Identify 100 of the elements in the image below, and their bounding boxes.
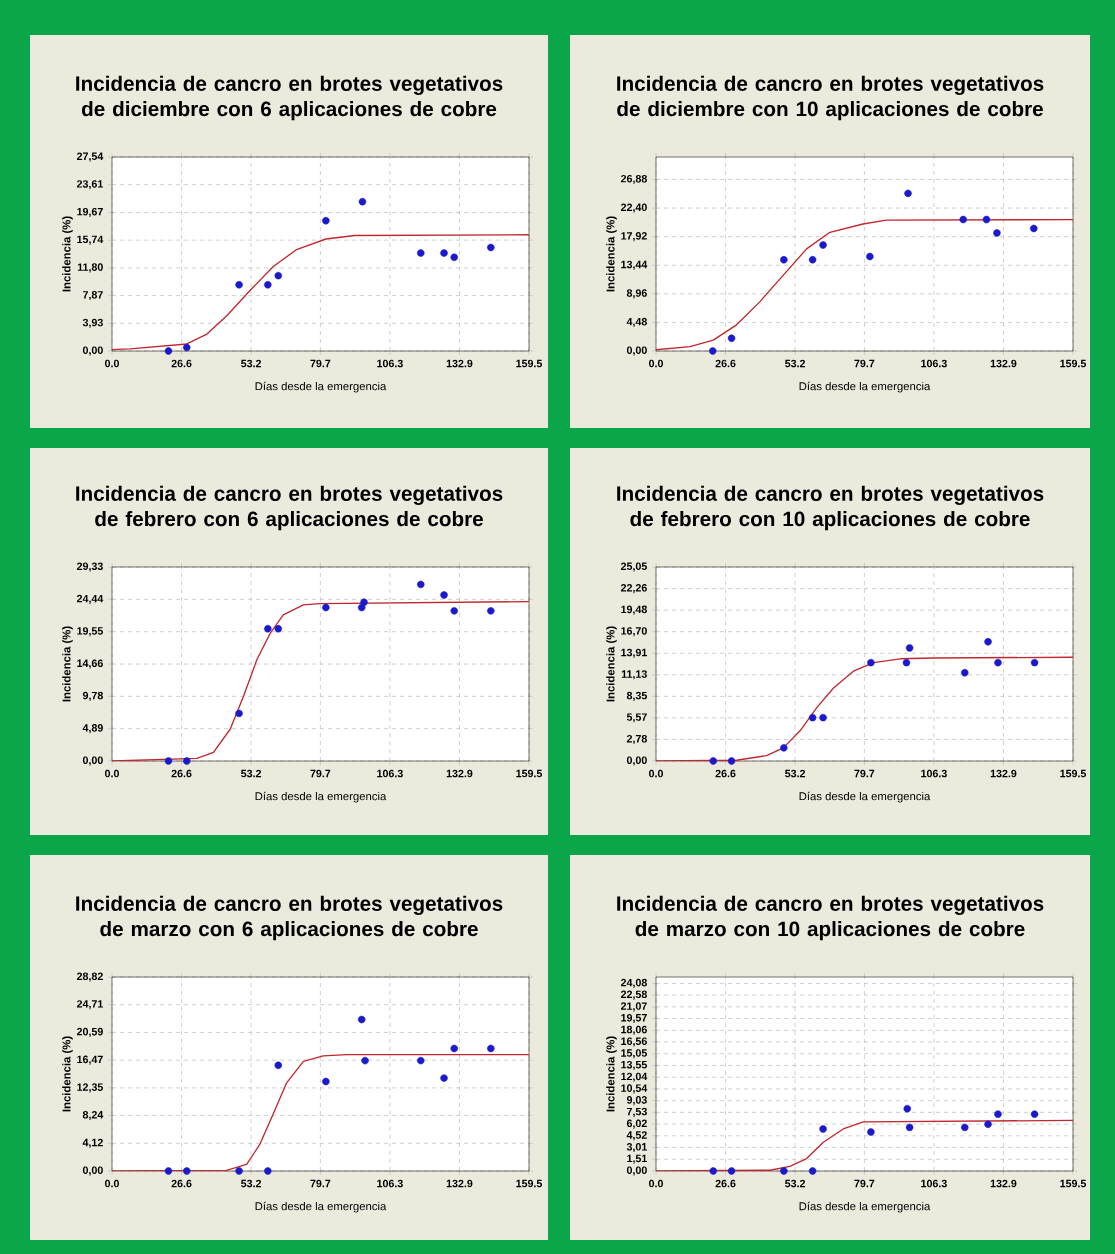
point <box>450 253 458 262</box>
y-tick-label: 29,33 <box>76 562 103 572</box>
point <box>183 343 191 352</box>
line-series <box>112 234 529 351</box>
x-tick-label: 26.6 <box>715 359 736 368</box>
y-tick-label: 16,47 <box>77 1055 103 1065</box>
y-tick-label: 26,88 <box>620 174 647 185</box>
y-tick-label: 6,02 <box>626 1119 647 1129</box>
y-tick-label: 24,44 <box>76 594 104 604</box>
point <box>440 249 448 257</box>
y-tick-label: 25,05 <box>620 562 647 572</box>
x-tick-label: 159.5 <box>516 359 543 368</box>
point <box>709 757 717 765</box>
point <box>235 1167 243 1175</box>
y-tick-label: 4,89 <box>82 724 103 734</box>
point <box>780 1167 788 1175</box>
x-axis-title: Días desde la emergencia <box>799 381 931 393</box>
x-tick-label: 53.2 <box>241 769 262 778</box>
y-tick-label: 16,56 <box>621 1037 647 1047</box>
point <box>709 347 717 355</box>
x-tick-label: 132.9 <box>990 1179 1017 1188</box>
point <box>164 1167 173 1175</box>
point <box>902 658 911 667</box>
y-tick-label: 0,00 <box>82 1166 103 1176</box>
x-tick-label: 106.3 <box>921 1179 947 1188</box>
x-tick-label: 0.0 <box>649 1179 663 1188</box>
line-series <box>112 600 529 762</box>
point <box>780 744 788 752</box>
point <box>808 713 817 722</box>
x-tick-label: 26.6 <box>715 1179 736 1188</box>
x-tick-label: 159.5 <box>516 1179 543 1188</box>
x-axis-title: Días desde la emergencia <box>799 1201 931 1213</box>
y-tick-label: 5,57 <box>626 713 647 723</box>
y-tick-label: 0,00 <box>82 756 103 766</box>
x-tick-label: 26.6 <box>171 1179 192 1188</box>
x-tick-label: 0.0 <box>649 359 663 368</box>
x-axis-title: Días desde la emergencia <box>255 381 387 393</box>
point <box>183 757 191 765</box>
x-tick-label: 79.7 <box>310 1179 331 1188</box>
point <box>709 1167 717 1175</box>
y-tick-label: 24,71 <box>76 1000 103 1010</box>
x-tick-label: 79.7 <box>310 769 331 778</box>
chart-title: Incidencia de cancro en brotes vegetativos de febrero con 10 aplicaciones de cobre <box>617 485 1044 531</box>
point <box>903 1104 911 1113</box>
x-tick-label: 159.5 <box>1060 1179 1087 1188</box>
point <box>905 1123 914 1132</box>
y-tick-label: 19,55 <box>77 627 103 637</box>
y-tick-label: 11,13 <box>621 670 647 680</box>
x-tick-label: 106.3 <box>921 769 947 778</box>
x-tick-label: 159.5 <box>1060 769 1087 778</box>
x-tick-label: 0.0 <box>105 1179 119 1188</box>
point <box>274 1061 283 1070</box>
point <box>984 638 992 646</box>
point <box>904 189 912 198</box>
x-tick-label: 0.0 <box>105 769 119 778</box>
y-tick-label: 11,80 <box>77 263 103 273</box>
point <box>867 658 875 667</box>
point <box>994 1110 1002 1118</box>
y-tick-label: 13,44 <box>621 260 648 270</box>
x-tick-label: 79.7 <box>854 769 875 778</box>
line-series <box>112 1053 529 1172</box>
y-axis-title: Incidencia (%) <box>62 1036 73 1112</box>
x-tick-label: 53.2 <box>241 359 262 368</box>
point <box>235 709 243 718</box>
y-tick-label: 7,53 <box>626 1107 647 1117</box>
y-tick-label: 18,06 <box>621 1025 647 1035</box>
x-tick-label: 106.3 <box>377 1179 403 1188</box>
y-tick-label: 14,66 <box>77 659 103 669</box>
x-tick-label: 132.9 <box>446 359 473 368</box>
point <box>961 668 969 677</box>
y-tick-label: 19,67 <box>77 207 103 217</box>
point <box>487 607 495 615</box>
y-tick-label: 4,52 <box>626 1131 647 1141</box>
chart-title: Incidencia de cancro en brotes vegetativos de marzo con 6 aplicaciones de cobre <box>76 895 503 941</box>
y-tick-label: 20,59 <box>76 1027 103 1037</box>
y-tick-label: 10,54 <box>621 1084 648 1094</box>
x-tick-label: 132.9 <box>990 359 1017 368</box>
point <box>819 713 827 722</box>
y-tick-label: 3,93 <box>82 318 103 328</box>
point <box>417 1056 425 1065</box>
y-axis-title: Incidencia (%) <box>62 216 73 292</box>
point <box>361 1056 369 1065</box>
y-tick-label: 0,00 <box>626 756 647 766</box>
point <box>808 1167 817 1175</box>
point <box>808 256 817 264</box>
point <box>322 216 330 225</box>
y-tick-label: 15,05 <box>621 1049 647 1059</box>
x-tick-label: 53.2 <box>785 1179 806 1188</box>
point <box>264 281 272 289</box>
y-tick-label: 13,55 <box>621 1060 647 1070</box>
x-tick-label: 106.3 <box>377 769 403 778</box>
point <box>993 229 1001 237</box>
point <box>450 1044 458 1053</box>
point <box>322 1077 330 1086</box>
x-tick-label: 79.7 <box>854 1179 875 1188</box>
point <box>866 252 874 261</box>
y-tick-label: 24,08 <box>620 978 647 988</box>
y-tick-label: 23,61 <box>76 180 103 190</box>
x-tick-label: 53.2 <box>241 1179 262 1188</box>
point <box>274 271 283 280</box>
